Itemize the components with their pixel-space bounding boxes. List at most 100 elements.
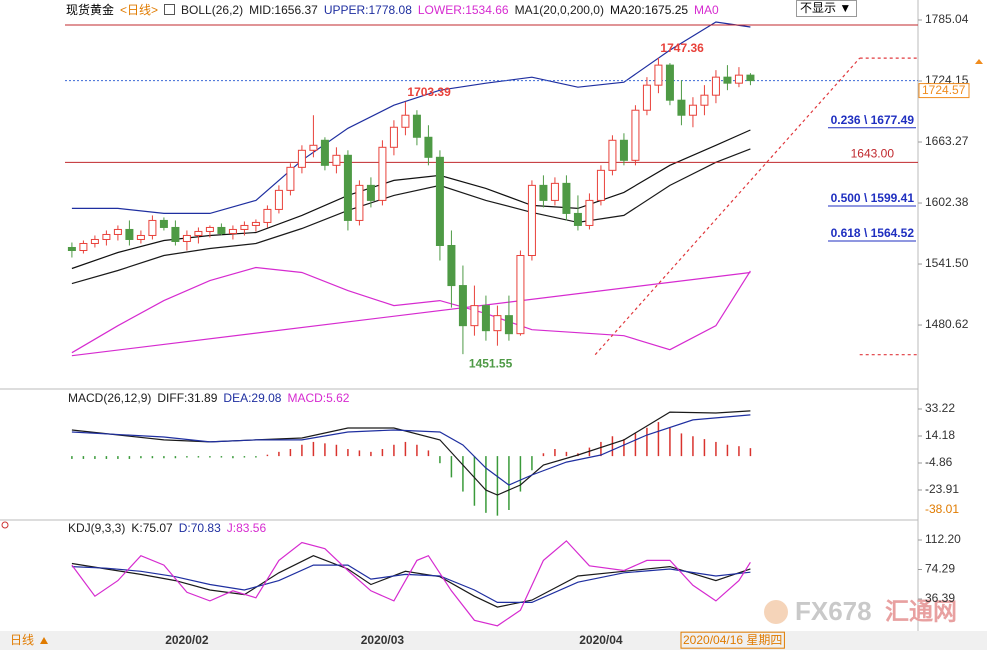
candle-body bbox=[435, 156, 444, 246]
watermark-name: 汇通网 bbox=[885, 598, 957, 625]
legend-entry: K:75.07 bbox=[131, 521, 173, 535]
indicator-line bbox=[71, 148, 751, 285]
cursor-date: 2020/04/16 星期四 bbox=[683, 633, 782, 647]
macd-line bbox=[71, 410, 751, 496]
candle-body bbox=[228, 228, 237, 234]
fib-label: 0.500 \ 1599.41 bbox=[831, 191, 915, 205]
candle-body bbox=[516, 255, 525, 335]
candle-body bbox=[608, 139, 617, 171]
candle-body bbox=[217, 226, 226, 234]
candle-body bbox=[470, 305, 479, 327]
hide-button[interactable]: 不显示 ▼ bbox=[796, 0, 857, 17]
period-label[interactable]: 日线 bbox=[10, 633, 34, 647]
candle-body bbox=[654, 64, 663, 86]
candle-body bbox=[274, 189, 283, 210]
candle-body bbox=[125, 228, 134, 240]
legend-entry: DEA:29.08 bbox=[223, 391, 282, 405]
candle-body bbox=[596, 169, 605, 201]
indicator-line bbox=[71, 21, 751, 214]
y-tick-label: -4.86 bbox=[925, 455, 953, 469]
candle-body bbox=[665, 64, 674, 101]
candle-body bbox=[366, 184, 375, 201]
candle-body bbox=[481, 305, 490, 332]
candle-body bbox=[182, 234, 191, 242]
watermark-brand: FX678 bbox=[795, 596, 872, 626]
x-tick-label: 2020/02 bbox=[165, 633, 209, 647]
y-tick-label: 112.20 bbox=[925, 532, 961, 546]
candle-body bbox=[619, 139, 628, 161]
trough-label: 1451.55 bbox=[469, 356, 513, 370]
candle-body bbox=[320, 139, 329, 166]
candle-body bbox=[527, 184, 536, 257]
candle-body bbox=[401, 114, 410, 128]
indicator-name: KDJ(9,3,3) bbox=[68, 521, 126, 535]
legend-entry: LOWER:1534.66 bbox=[417, 2, 509, 17]
candle-body bbox=[746, 74, 755, 82]
candle-body bbox=[711, 76, 720, 96]
candle-body bbox=[297, 149, 306, 168]
legend: KDJ(9,3,3) K:75.07 D:70.83 J:83.56 bbox=[68, 521, 266, 535]
legend-entry: D:70.83 bbox=[178, 521, 221, 535]
kdj-line bbox=[71, 540, 751, 627]
candle-body bbox=[412, 114, 421, 138]
y-tick-label: 1480.62 bbox=[925, 317, 969, 331]
cursor-date-box bbox=[680, 631, 785, 649]
candle-body bbox=[102, 233, 111, 240]
symbol: 现货黄金 bbox=[66, 3, 115, 17]
trend-line bbox=[594, 57, 861, 356]
candle-body bbox=[286, 166, 295, 191]
bottom-bar bbox=[0, 631, 987, 650]
candle-body bbox=[343, 154, 352, 221]
candle-body bbox=[631, 109, 640, 161]
period-arrow[interactable] bbox=[40, 637, 48, 644]
candle-body bbox=[159, 219, 168, 228]
period-tag: <日线> bbox=[120, 3, 159, 17]
candle-body bbox=[493, 315, 502, 332]
legend-entry: MA0 bbox=[694, 2, 719, 17]
candle-body bbox=[332, 154, 341, 166]
legend-entry: MID:1656.37 bbox=[249, 2, 318, 17]
h-line-label: 1643.00 bbox=[851, 146, 895, 160]
candle-body bbox=[573, 212, 582, 226]
legend-entry: MA20:1675.25 bbox=[609, 2, 689, 17]
candle-body bbox=[205, 226, 214, 232]
candle-body bbox=[734, 74, 743, 84]
legend: 现货黄金 <日线> BOLL(26,2) MID:1656.37 UPPER:177… bbox=[66, 1, 719, 18]
button-label: 不显示 bbox=[800, 1, 837, 15]
legend-entry: DIFF:31.89 bbox=[157, 391, 218, 405]
y-tick-label: 74.29 bbox=[925, 562, 955, 576]
y-tick-label: 36.39 bbox=[925, 591, 955, 605]
legend-entry: MACD:5.62 bbox=[287, 391, 350, 405]
indicator-name: MACD(26,12,9) bbox=[68, 391, 152, 405]
legend: MACD(26,12,9) DIFF:31.89 DEA:29.08 MACD:5.6… bbox=[68, 391, 349, 405]
y-tick-label: 1663.27 bbox=[925, 134, 969, 148]
peak-label: 1703.39 bbox=[407, 85, 451, 99]
candle-body bbox=[263, 208, 272, 223]
candle-body bbox=[700, 94, 709, 106]
peak-label: 1747.36 bbox=[660, 41, 704, 55]
candle-body bbox=[539, 184, 548, 201]
crosshair-icon bbox=[1, 521, 9, 529]
y-tick-label: 1541.50 bbox=[925, 256, 969, 270]
candle-body bbox=[309, 144, 318, 151]
candle-body bbox=[642, 84, 651, 111]
candle-body bbox=[458, 285, 467, 327]
legend-icon bbox=[164, 4, 176, 15]
candle-body bbox=[136, 234, 145, 240]
y-tick-label: -23.91 bbox=[925, 482, 959, 496]
candle-body bbox=[562, 182, 571, 214]
candle-body bbox=[378, 146, 387, 201]
cursor-value: -38.01 bbox=[925, 502, 959, 516]
candle-body bbox=[90, 238, 99, 244]
kdj-line bbox=[71, 564, 751, 603]
last-price-label: 1724.57 bbox=[922, 83, 966, 97]
candle-body bbox=[447, 244, 456, 287]
y-tick-label: 1602.38 bbox=[925, 195, 969, 209]
candle-body bbox=[550, 182, 559, 201]
candle-body bbox=[148, 219, 157, 236]
candle-body bbox=[79, 242, 88, 252]
candle-body bbox=[67, 246, 76, 252]
candle-body bbox=[355, 184, 364, 221]
candle-body bbox=[194, 230, 203, 236]
